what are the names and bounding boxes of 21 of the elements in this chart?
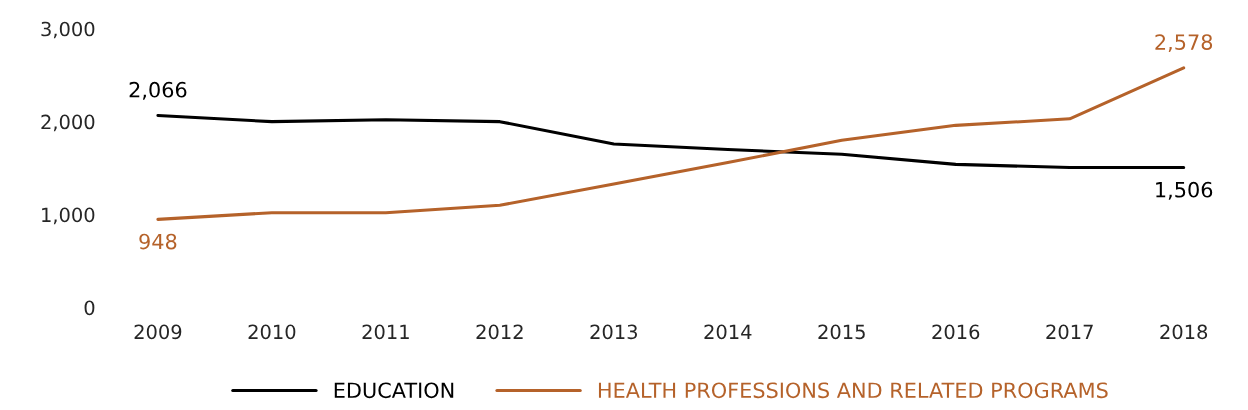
x-tick-label: 2015 — [818, 324, 865, 340]
x-tick-label: 2014 — [704, 324, 752, 340]
x-tick-label: 2010 — [248, 324, 296, 340]
x-tick-label: 2017 — [1046, 324, 1093, 340]
x-tick-label: 2012 — [476, 324, 523, 340]
y-tick-label: 0 — [84, 300, 95, 316]
legend-label: EDUCATION — [334, 382, 454, 399]
line-series — [156, 113, 1186, 170]
y-tick-label: 2,000 — [41, 114, 95, 132]
x-tick-label: 2016 — [932, 324, 980, 340]
y-tick-label: 3,000 — [41, 21, 95, 39]
x-tick-label: 2011 — [362, 324, 409, 340]
data-label: 2,578 — [1155, 34, 1213, 53]
data-label: 2,066 — [129, 81, 187, 100]
x-tick-label: 2013 — [590, 324, 637, 340]
x-tick-label: 2009 — [134, 324, 182, 340]
y-tick-label: 1,000 — [42, 207, 95, 225]
legend-label: HEALTH PROFESSIONS AND RELATED PROGRAMS — [598, 382, 1108, 399]
data-label: 948 — [139, 233, 177, 250]
data-label: 1,506 — [1156, 181, 1213, 200]
x-tick-label: 2018 — [1160, 324, 1208, 340]
